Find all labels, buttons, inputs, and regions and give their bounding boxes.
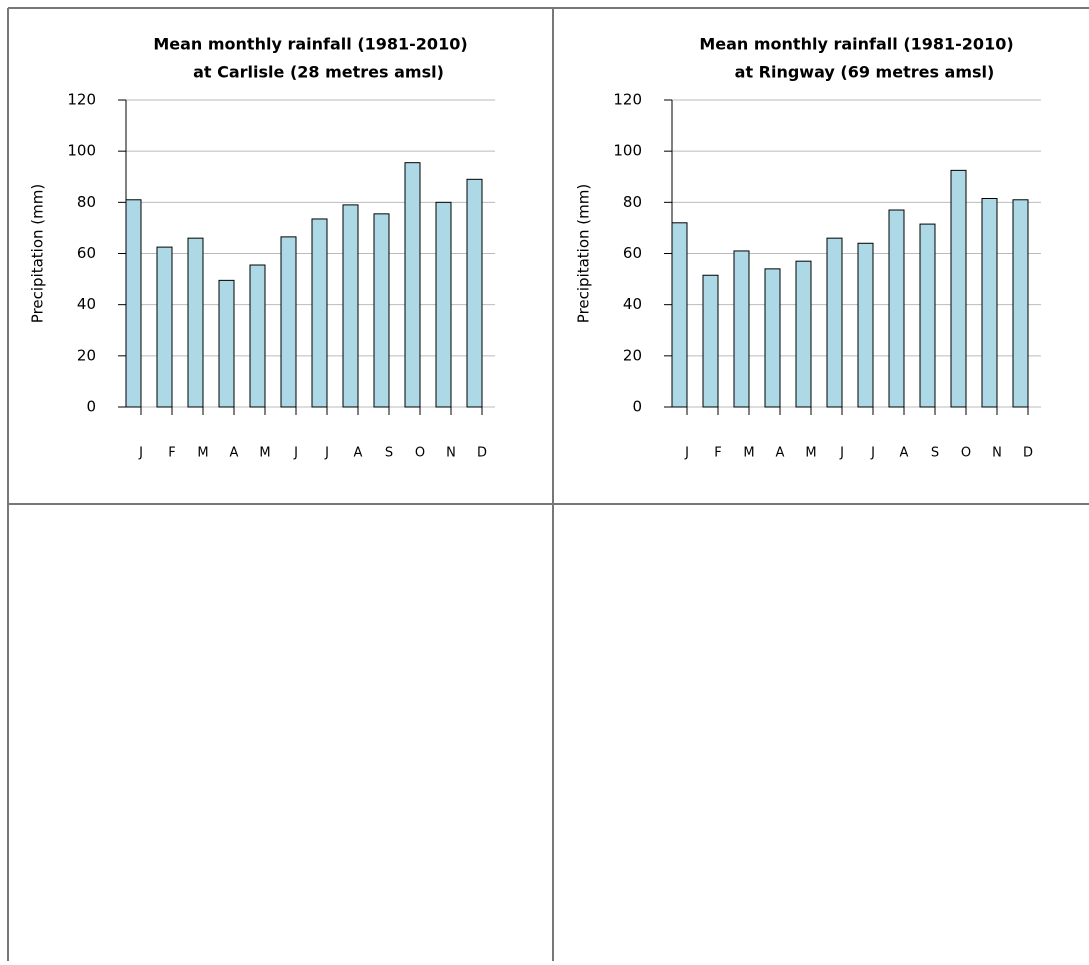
bar xyxy=(342,204,359,408)
x-tick-label: A xyxy=(354,446,363,461)
x-tick-label: O xyxy=(961,446,971,461)
bar xyxy=(1012,199,1029,408)
x-tick-label: F xyxy=(714,446,721,461)
bar xyxy=(888,209,905,408)
y-tick-label: 60 xyxy=(623,244,642,262)
bar xyxy=(671,222,688,408)
bar xyxy=(919,223,936,408)
chart: Mean monthly rainfall (1981-2010) at Ring… xyxy=(575,35,1041,461)
x-tick-label: A xyxy=(776,446,785,461)
bar xyxy=(404,162,421,408)
bar xyxy=(733,250,750,408)
chart: Mean monthly rainfall (1981-2010) at Carl… xyxy=(29,35,495,461)
x-tick-label: J xyxy=(839,446,844,461)
bar xyxy=(466,178,483,408)
x-tick-label: M xyxy=(743,446,754,461)
bar xyxy=(435,201,452,408)
bar xyxy=(981,197,998,408)
y-tick-label: 100 xyxy=(613,142,642,160)
y-tick-label: 0 xyxy=(632,398,642,416)
y-tick-label: 80 xyxy=(77,193,96,211)
bar xyxy=(156,246,173,408)
x-tick-label: S xyxy=(931,446,939,461)
layout-grid xyxy=(7,7,1089,961)
x-tick-label: J xyxy=(870,446,875,461)
bar xyxy=(764,268,781,408)
x-tick-label: N xyxy=(992,446,1002,461)
bar xyxy=(280,236,297,408)
bar xyxy=(857,242,874,408)
y-axis-label: Precipitation (mm) xyxy=(29,184,47,323)
y-tick-label: 120 xyxy=(67,91,96,109)
y-tick-label: 40 xyxy=(77,295,96,313)
x-tick-label: F xyxy=(168,446,175,461)
bar xyxy=(249,264,266,408)
bar xyxy=(702,274,719,408)
bar xyxy=(826,237,843,408)
x-tick-label: M xyxy=(259,446,270,461)
x-tick-label: M xyxy=(197,446,208,461)
chart-subtitle: at Ringway (69 metres amsl) xyxy=(735,63,995,82)
y-axis-label: Precipitation (mm) xyxy=(575,184,593,323)
bar xyxy=(950,169,967,408)
x-tick-label: O xyxy=(415,446,425,461)
x-tick-label: J xyxy=(324,446,329,461)
chart-title: Mean monthly rainfall (1981-2010) xyxy=(699,35,1013,54)
x-tick-label: D xyxy=(1023,446,1033,461)
x-tick-label: J xyxy=(138,446,143,461)
y-tick-label: 100 xyxy=(67,142,96,160)
chart-subtitle: at Carlisle (28 metres amsl) xyxy=(193,63,444,82)
y-tick-label: 20 xyxy=(623,346,642,364)
y-tick-label: 120 xyxy=(613,91,642,109)
chart-title: Mean monthly rainfall (1981-2010) xyxy=(153,35,467,54)
x-tick-label: A xyxy=(900,446,909,461)
x-tick-label: D xyxy=(477,446,487,461)
x-tick-label: S xyxy=(385,446,393,461)
y-tick-label: 0 xyxy=(86,398,96,416)
y-tick-label: 80 xyxy=(623,193,642,211)
x-tick-label: A xyxy=(230,446,239,461)
x-tick-label: M xyxy=(805,446,816,461)
x-tick-label: J xyxy=(684,446,689,461)
y-tick-label: 20 xyxy=(77,346,96,364)
bar xyxy=(218,279,235,408)
y-tick-label: 60 xyxy=(77,244,96,262)
bar xyxy=(795,260,812,408)
x-tick-label: N xyxy=(446,446,456,461)
bar xyxy=(125,199,142,408)
bar xyxy=(187,237,204,408)
bar xyxy=(311,218,328,408)
bar xyxy=(373,213,390,408)
x-tick-label: J xyxy=(293,446,298,461)
y-tick-label: 40 xyxy=(623,295,642,313)
